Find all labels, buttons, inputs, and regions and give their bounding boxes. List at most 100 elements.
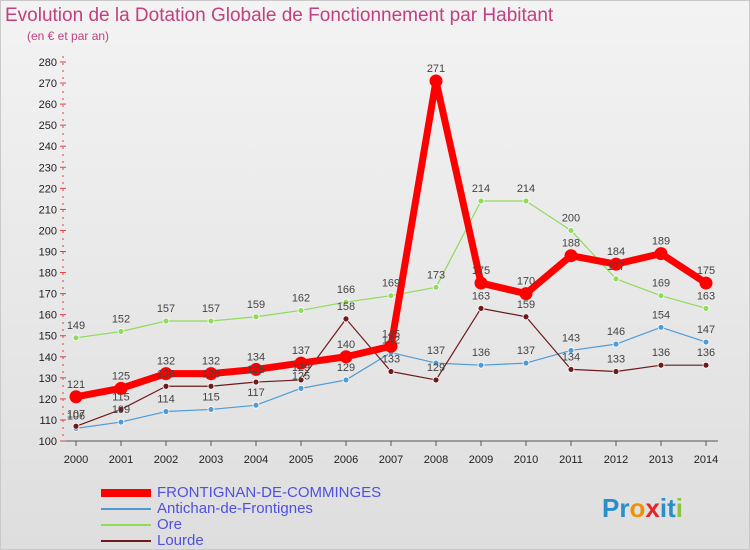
series-2-label-0: 149 [67, 320, 85, 332]
series-3-label-1: 115 [112, 391, 130, 403]
series-0-point-12 [609, 257, 623, 271]
series-0-label-6: 140 [337, 339, 355, 351]
series-1-label-0: 106 [67, 410, 85, 422]
series-3-point-2 [162, 382, 170, 390]
series-1-point-2 [162, 408, 170, 415]
series-0-label-5: 137 [292, 345, 310, 357]
series-2-point-13 [657, 292, 665, 300]
series-1-label-3: 115 [202, 391, 220, 403]
legend-swatch-0 [101, 489, 151, 497]
series-0-label-12: 184 [607, 246, 625, 258]
series-3-label-14: 136 [697, 347, 715, 359]
series-2-point-1 [117, 328, 125, 335]
series-2-label-14: 163 [697, 290, 715, 302]
series-0-point-3 [204, 367, 218, 381]
series-0-point-5 [294, 356, 308, 370]
y-tick-label-100: 100 [39, 436, 57, 448]
y-tick-label-110: 110 [39, 415, 57, 427]
x-tick-label-2005: 2005 [289, 454, 313, 466]
series-1-label-1: 109 [112, 404, 130, 416]
series-2-label-9: 214 [472, 183, 490, 195]
series-1-label-14: 147 [697, 324, 715, 336]
series-2-point-0 [72, 334, 80, 342]
x-tick-label-2001: 2001 [109, 454, 133, 466]
y-tick-label-210: 210 [39, 204, 57, 216]
series-0-point-7 [384, 339, 398, 353]
series-3-label-2: 126 [157, 368, 175, 380]
series-0-point-14 [699, 276, 713, 290]
series-3-point-14 [702, 361, 710, 369]
legend-item-0: FRONTIGNAN-DE-COMMINGES [101, 485, 381, 501]
series-1-label-8: 137 [427, 345, 445, 357]
x-tick-label-2014: 2014 [694, 454, 718, 466]
series-1-label-9: 136 [472, 347, 490, 359]
series-1-point-9 [477, 361, 485, 369]
series-2-label-7: 169 [382, 278, 400, 290]
series-2-label-4: 159 [247, 299, 265, 311]
series-1-point-14 [702, 338, 710, 346]
series-3-label-8: 129 [427, 362, 445, 374]
series-1-point-11 [567, 347, 575, 354]
series-2-label-11: 200 [562, 212, 580, 224]
series-1-point-8 [432, 359, 440, 367]
x-tick-label-2006: 2006 [334, 454, 358, 466]
series-3-label-9: 163 [472, 290, 490, 302]
chart-subtitle: (en € et par an) [27, 29, 110, 43]
series-3-point-11 [567, 366, 575, 373]
series-3-label-13: 136 [652, 347, 670, 359]
series-0-point-1 [114, 381, 128, 395]
y-tick-label-120: 120 [39, 394, 57, 406]
series-3-point-8 [432, 376, 440, 384]
x-tick-label-2007: 2007 [379, 454, 403, 466]
legend-item-1: Antichan-de-Frontignes [101, 501, 381, 517]
legend-swatch-3 [101, 540, 151, 542]
series-0-point-9 [474, 276, 488, 290]
series-3-point-5 [297, 376, 305, 384]
series-1-label-13: 154 [652, 309, 670, 321]
series-2-point-5 [297, 307, 305, 314]
series-3-point-10 [522, 313, 530, 321]
series-3-label-12: 133 [607, 354, 625, 366]
series-2-point-8 [432, 283, 440, 291]
series-0-label-2: 132 [157, 356, 175, 368]
series-3-label-3: 126 [202, 368, 220, 380]
series-2-label-8: 173 [427, 269, 445, 281]
series-3-point-9 [477, 304, 485, 312]
series-2-point-12 [612, 275, 620, 283]
series-0-point-8 [429, 74, 443, 88]
series-0-label-10: 170 [517, 276, 535, 288]
series-2-label-6: 166 [337, 284, 355, 296]
series-1-label-6: 129 [337, 362, 355, 374]
y-tick-label-160: 160 [39, 310, 57, 322]
series-0-label-9: 175 [472, 265, 490, 277]
chart-title: Evolution de la Dotation Globale de Fonc… [5, 5, 554, 26]
series-1-point-5 [297, 384, 305, 392]
y-tick-label-270: 270 [39, 78, 57, 90]
legend-label-1: Antichan-de-Frontignes [157, 500, 313, 517]
series-2-point-7 [387, 292, 395, 300]
series-1-label-4: 117 [247, 387, 265, 399]
series-1-point-3 [207, 406, 215, 413]
series-2-label-12: 177 [607, 261, 625, 273]
series-0-point-0 [69, 390, 83, 404]
series-3-label-6: 158 [337, 301, 355, 313]
series-3-point-13 [657, 361, 665, 369]
series-0-point-13 [654, 247, 668, 261]
series-1-label-11: 143 [562, 332, 580, 344]
x-tick-label-2000: 2000 [64, 454, 88, 466]
series-2-point-4 [252, 313, 260, 321]
series-1-point-10 [522, 359, 530, 367]
y-tick-label-260: 260 [39, 99, 57, 111]
series-1-point-4 [252, 401, 260, 409]
series-0-point-6 [339, 350, 353, 364]
legend: FRONTIGNAN-DE-COMMINGES Antichan-de-Front… [101, 485, 381, 549]
series-0-point-11 [564, 249, 578, 263]
proxiti-logo: Proxiti [602, 493, 683, 523]
series-2-point-2 [162, 317, 170, 325]
series-3-point-12 [612, 368, 620, 375]
x-tick-label-2009: 2009 [469, 454, 493, 466]
series-3-label-0: 107 [67, 408, 85, 420]
series-2-point-11 [567, 227, 575, 234]
series-0-label-1: 125 [112, 370, 130, 382]
